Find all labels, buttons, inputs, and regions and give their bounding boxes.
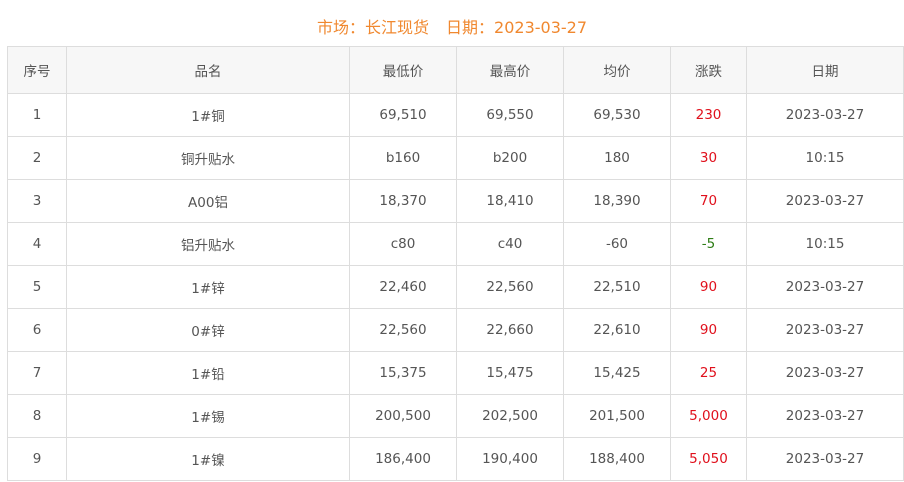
cell-name: 0#锌 [66, 308, 350, 352]
column-header-low: 最低价 [349, 46, 457, 94]
cell-name: 1#镍 [66, 437, 350, 481]
cell-high: 18,410 [456, 179, 564, 223]
cell-index: 5 [7, 265, 67, 309]
cell-low: 186,400 [349, 437, 457, 481]
cell-date: 2023-03-27 [746, 308, 904, 352]
cell-date: 10:15 [746, 136, 904, 180]
cell-high: 202,500 [456, 394, 564, 438]
column-header-index: 序号 [7, 46, 67, 94]
cell-high: c40 [456, 222, 564, 266]
cell-avg: -60 [563, 222, 671, 266]
market-label: 市场：长江现货 [316, 18, 429, 37]
cell-change: 25 [670, 351, 747, 395]
cell-avg: 22,510 [563, 265, 671, 309]
cell-name: 1#锌 [66, 265, 350, 309]
date-label: 日期：2023-03-27 [446, 18, 588, 37]
column-header-date: 日期 [746, 46, 904, 94]
table-row: 2 铜升贴水 b160 b200 180 30 10:15 [7, 136, 904, 180]
cell-low: 18,370 [349, 179, 457, 223]
cell-date: 2023-03-27 [746, 93, 904, 137]
column-header-name: 品名 [66, 46, 350, 94]
cell-change: 30 [670, 136, 747, 180]
cell-index: 3 [7, 179, 67, 223]
cell-date: 10:15 [746, 222, 904, 266]
cell-high: 15,475 [456, 351, 564, 395]
cell-avg: 69,530 [563, 93, 671, 137]
cell-change: 90 [670, 308, 747, 352]
cell-high: b200 [456, 136, 564, 180]
cell-avg: 15,425 [563, 351, 671, 395]
cell-low: c80 [349, 222, 457, 266]
column-header-avg: 均价 [563, 46, 671, 94]
cell-name: A00铝 [66, 179, 350, 223]
table-row: 5 1#锌 22,460 22,560 22,510 90 2023-03-27 [7, 265, 904, 309]
table-row: 9 1#镍 186,400 190,400 188,400 5,050 2023-03-27 [7, 437, 904, 481]
cell-low: b160 [349, 136, 457, 180]
table-row: 6 0#锌 22,560 22,660 22,610 90 2023-03-27 [7, 308, 904, 352]
cell-avg: 22,610 [563, 308, 671, 352]
cell-index: 8 [7, 394, 67, 438]
cell-high: 69,550 [456, 93, 564, 137]
cell-high: 22,660 [456, 308, 564, 352]
table-row: 3 A00铝 18,370 18,410 18,390 70 2023-03-27 [7, 179, 904, 223]
cell-avg: 18,390 [563, 179, 671, 223]
cell-date: 2023-03-27 [746, 394, 904, 438]
cell-low: 69,510 [349, 93, 457, 137]
table-row: 4 铝升贴水 c80 c40 -60 -5 10:15 [7, 222, 904, 266]
cell-low: 22,560 [349, 308, 457, 352]
cell-low: 22,460 [349, 265, 457, 309]
cell-name: 铜升贴水 [66, 136, 350, 180]
cell-name: 铝升贴水 [66, 222, 350, 266]
cell-high: 190,400 [456, 437, 564, 481]
page-title: 市场：长江现货 日期：2023-03-27 [0, 14, 904, 38]
cell-index: 6 [7, 308, 67, 352]
cell-change: -5 [670, 222, 747, 266]
cell-change: 5,000 [670, 394, 747, 438]
cell-index: 9 [7, 437, 67, 481]
cell-avg: 180 [563, 136, 671, 180]
cell-change: 5,050 [670, 437, 747, 481]
cell-date: 2023-03-27 [746, 437, 904, 481]
cell-name: 1#锡 [66, 394, 350, 438]
table-row: 8 1#锡 200,500 202,500 201,500 5,000 2023-03-27 [7, 394, 904, 438]
column-header-change: 涨跌 [670, 46, 747, 94]
price-table: 序号 品名 最低价 最高价 均价 涨跌 日期 1 1#铜 69,510 69,550 69,530 2… [7, 46, 904, 481]
cell-avg: 188,400 [563, 437, 671, 481]
cell-low: 15,375 [349, 351, 457, 395]
cell-date: 2023-03-27 [746, 265, 904, 309]
cell-change: 70 [670, 179, 747, 223]
cell-index: 4 [7, 222, 67, 266]
cell-date: 2023-03-27 [746, 179, 904, 223]
cell-avg: 201,500 [563, 394, 671, 438]
cell-low: 200,500 [349, 394, 457, 438]
cell-name: 1#铜 [66, 93, 350, 137]
column-header-high: 最高价 [456, 46, 564, 94]
cell-change: 230 [670, 93, 747, 137]
table-row: 7 1#铅 15,375 15,475 15,425 25 2023-03-27 [7, 351, 904, 395]
cell-index: 1 [7, 93, 67, 137]
table-row: 1 1#铜 69,510 69,550 69,530 230 2023-03-27 [7, 93, 904, 137]
cell-index: 2 [7, 136, 67, 180]
cell-date: 2023-03-27 [746, 351, 904, 395]
cell-change: 90 [670, 265, 747, 309]
cell-name: 1#铅 [66, 351, 350, 395]
cell-index: 7 [7, 351, 67, 395]
cell-high: 22,560 [456, 265, 564, 309]
table-header: 序号 品名 最低价 最高价 均价 涨跌 日期 [7, 46, 904, 94]
